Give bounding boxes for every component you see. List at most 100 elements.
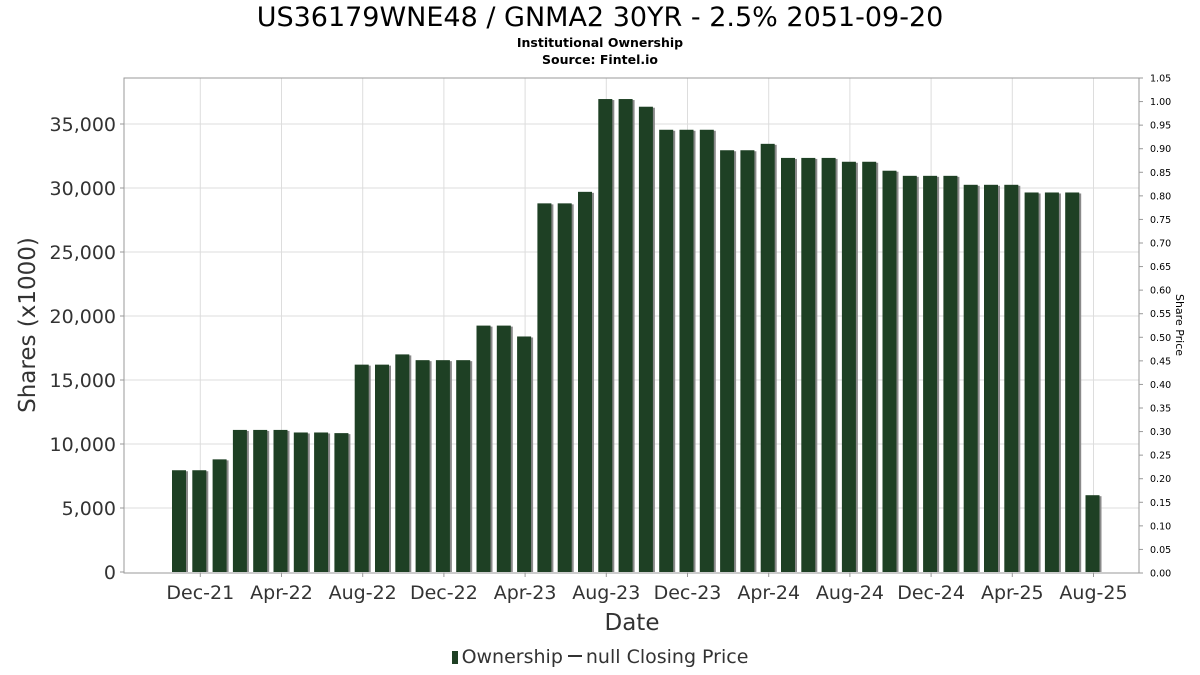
chart-source: Source: Fintel.io — [542, 52, 658, 67]
y2-tick-label: 0.90 — [1150, 144, 1171, 155]
y2-tick-label: 0.65 — [1150, 262, 1171, 273]
y2-tick-label: 0.10 — [1150, 521, 1171, 532]
ownership-bar — [496, 325, 511, 572]
chart-title: US36179WNE48 / GNMA2 30YR - 2.5% 2051-09… — [256, 2, 944, 33]
ownership-bar — [801, 157, 816, 573]
ownership-bar — [1024, 192, 1039, 573]
ownership-bar — [963, 184, 978, 573]
y-tick-label: 0 — [104, 562, 116, 584]
ownership-bar — [760, 143, 775, 572]
x-tick-label: Aug-23 — [572, 582, 640, 604]
bar-series-ownership — [172, 99, 1102, 573]
ownership-bar — [862, 161, 877, 572]
ownership-bar — [334, 433, 349, 572]
x-tick-label: Dec-21 — [166, 582, 234, 604]
y2-tick-label: 0.40 — [1150, 380, 1171, 391]
y-tick-label: 20,000 — [50, 306, 116, 328]
ownership-bar — [557, 203, 572, 573]
ownership-bar — [1065, 192, 1080, 573]
ownership-bar — [740, 150, 755, 573]
y2-tick-label: 0.45 — [1150, 356, 1171, 367]
y2-tick-label: 0.05 — [1150, 545, 1171, 556]
ownership-bar — [1044, 192, 1059, 573]
y2-tick-label: 1.00 — [1150, 97, 1171, 108]
y-axis-left: 0 5,000 10,000 15,000 20,000 25,000 30,000 35,0… — [50, 114, 124, 584]
y2-tick-label: 0.35 — [1150, 404, 1171, 415]
ownership-bar — [395, 354, 410, 572]
y2-tick-label: 0.85 — [1150, 168, 1171, 179]
y2-tick-label: 0.30 — [1150, 427, 1171, 438]
ownership-bar — [435, 360, 450, 572]
x-tick-label: Apr-24 — [737, 582, 800, 604]
legend-ownership-label: Ownership — [461, 646, 563, 668]
x-tick-label: Aug-25 — [1059, 582, 1127, 604]
y-tick-label: 10,000 — [50, 434, 116, 456]
y-tick-label: 35,000 — [50, 114, 116, 136]
x-tick-label: Dec-24 — [897, 582, 965, 604]
y-tick-label: 15,000 — [50, 370, 116, 392]
ownership-bar — [578, 191, 592, 572]
ownership-bar — [720, 150, 735, 573]
ownership-bar — [841, 161, 856, 572]
ownership-bar — [638, 106, 653, 572]
ownership-bar — [172, 470, 186, 572]
ownership-chart: 0 5,000 10,000 15,000 20,000 25,000 30,000 35,0… — [15, 74, 1186, 637]
y2-tick-label: 0.00 — [1150, 569, 1171, 580]
x-tick-label: Apr-22 — [250, 582, 313, 604]
y2-tick-label: 0.15 — [1150, 498, 1171, 509]
y2-tick-label: 0.70 — [1150, 239, 1171, 250]
y2-tick-label: 0.50 — [1150, 333, 1171, 344]
ownership-bar — [314, 432, 329, 572]
ownership-bar — [517, 336, 532, 572]
x-axis: Dec-21 Apr-22 Aug-22 Dec-22 Apr-23 Aug-23 Dec-… — [166, 573, 1128, 604]
x-tick-label: Aug-24 — [816, 582, 884, 604]
ownership-bar — [253, 429, 268, 572]
y-axis-right: 0.00 0.05 0.10 0.15 0.20 0.25 0.30 0.35 0.40 0.45… — [1139, 74, 1171, 580]
x-tick-label: Apr-23 — [494, 582, 557, 604]
ownership-bar — [192, 470, 207, 572]
y-tick-label: 30,000 — [50, 178, 116, 200]
y-tick-label: 25,000 — [50, 242, 116, 264]
ownership-bar — [821, 157, 836, 573]
ownership-bar — [984, 184, 998, 573]
x-tick-label: Dec-22 — [410, 582, 478, 604]
price-line-icon — [567, 655, 582, 657]
x-tick-label: Dec-23 — [654, 582, 722, 604]
ownership-bar — [537, 203, 552, 573]
plot-border — [123, 77, 1140, 574]
legend-price-label: null Closing Price — [585, 646, 749, 668]
ownership-bar — [1085, 495, 1100, 572]
ownership-bar — [781, 157, 795, 573]
ownership-bar — [354, 364, 369, 572]
ownership-bar — [699, 129, 714, 572]
y2-tick-label: 0.20 — [1150, 474, 1171, 485]
ownership-bar — [659, 129, 674, 572]
ownership-bar — [476, 325, 491, 572]
chart-subtitle: Institutional Ownership — [516, 35, 684, 50]
y2-tick-label: 0.95 — [1150, 121, 1171, 132]
y2-tick-label: 0.55 — [1150, 309, 1171, 320]
ownership-bar — [212, 459, 227, 572]
ownership-bar — [456, 360, 471, 572]
y2-axis-label: Share Price — [1173, 294, 1186, 356]
x-tick-label: Apr-25 — [981, 582, 1044, 604]
x-axis-label: Date — [605, 610, 660, 636]
y2-tick-label: 0.60 — [1150, 286, 1171, 297]
ownership-bar — [273, 429, 288, 572]
y-tick-label: 5,000 — [62, 498, 116, 520]
y-axis-label: Shares (x1000) — [15, 237, 41, 413]
ownership-bar — [293, 432, 308, 572]
y2-tick-label: 0.25 — [1150, 451, 1171, 462]
ownership-swatch-icon — [451, 651, 458, 664]
ownership-bar — [943, 175, 958, 572]
ownership-bar — [923, 175, 938, 572]
ownership-bar — [415, 360, 430, 572]
ownership-bar — [618, 99, 633, 572]
ownership-bar — [882, 170, 897, 572]
y2-tick-label: 0.75 — [1150, 215, 1171, 226]
legend: Ownership null Closing Price — [0, 646, 1200, 668]
ownership-bar — [598, 99, 613, 572]
ownership-bar — [902, 175, 917, 572]
y2-tick-label: 0.80 — [1150, 191, 1171, 202]
y2-tick-label: 1.05 — [1150, 74, 1171, 85]
